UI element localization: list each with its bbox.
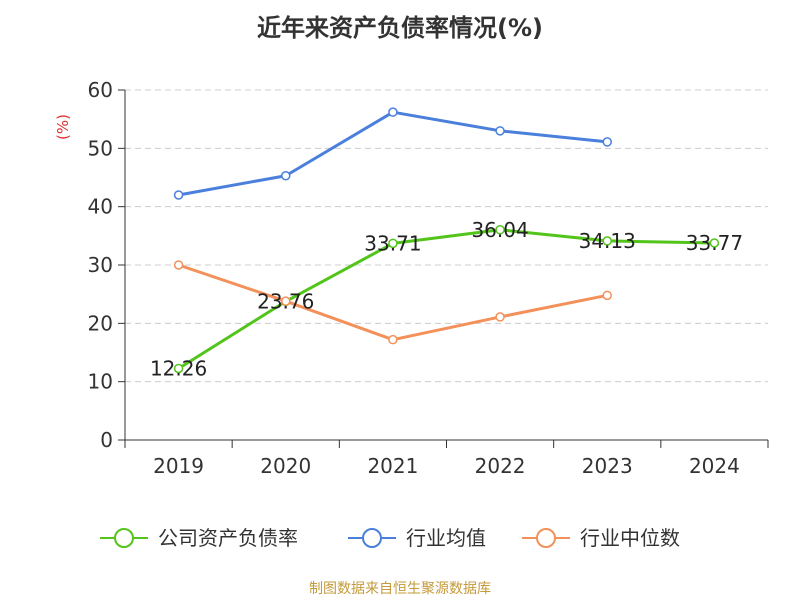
data-point — [388, 334, 398, 345]
data-label: 33.77 — [686, 231, 743, 255]
data-point — [495, 312, 505, 322]
y-tick-label: 0 — [100, 428, 113, 452]
data-labels: 12.26 23.76 33.71 36.04 34.13 33.77 — [150, 218, 743, 381]
y-tick-label: 40 — [88, 195, 113, 219]
legend-label: 公司资产负债率 — [158, 526, 298, 550]
legend-swatch-marker — [362, 528, 382, 548]
x-tick-label: 2020 — [260, 454, 311, 478]
x-tick-label: 2022 — [475, 454, 526, 478]
legend-swatch-marker — [114, 528, 134, 548]
x-tick-label: 2019 — [153, 454, 204, 478]
legend-swatch-marker — [536, 528, 556, 548]
data-label: 12.26 — [150, 356, 207, 380]
grid-lines — [125, 89, 768, 383]
data-label: 23.76 — [257, 289, 314, 313]
series-line-2 — [178, 110, 608, 197]
x-tick-label: 2024 — [689, 454, 740, 478]
data-point — [173, 190, 184, 200]
y-tick-label: 20 — [88, 311, 113, 335]
data-label: 36.04 — [471, 218, 528, 242]
y-axis-label: (%) — [54, 114, 72, 140]
data-point — [281, 296, 291, 306]
y-tick-label: 30 — [88, 253, 113, 277]
data-label: 33.71 — [364, 231, 421, 255]
legend: 公司资产负债率 行业均值 行业中位数 — [100, 526, 680, 550]
chart-title: 近年来资产负债率情况(%) — [257, 14, 543, 42]
x-tick-label: 2023 — [582, 454, 633, 478]
data-point — [709, 238, 720, 248]
data-point — [602, 236, 612, 246]
data-label: 34.13 — [579, 229, 636, 253]
data-point — [388, 238, 398, 249]
data-point — [281, 171, 291, 181]
data-point — [173, 363, 184, 374]
data-point — [495, 225, 505, 235]
data-point — [602, 290, 612, 301]
axes: 0 10 20 30 40 50 60 (%) 2019 2020 2021 2022 2023 2024 — [54, 78, 769, 478]
source-note: 制图数据来自恒生聚源数据库 — [309, 581, 491, 597]
data-point — [173, 260, 184, 270]
data-point — [495, 126, 505, 136]
legend-label: 行业均值 — [406, 526, 486, 550]
data-point — [602, 137, 612, 147]
x-tick-label: 2021 — [367, 454, 418, 478]
data-point — [388, 107, 398, 117]
legend-label: 行业中位数 — [580, 526, 680, 550]
y-tick-label: 10 — [88, 370, 113, 394]
y-tick-label: 60 — [88, 78, 113, 102]
series-line-1 — [177, 228, 715, 370]
series-points — [173, 107, 720, 374]
y-tick-label: 50 — [88, 136, 113, 160]
